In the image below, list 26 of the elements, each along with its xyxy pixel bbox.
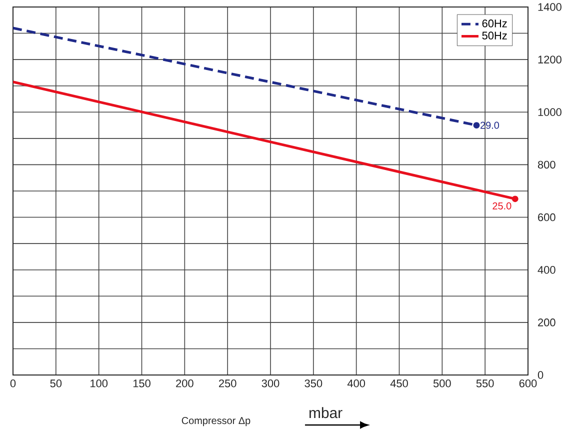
x-tick-label: 350 [304, 380, 322, 388]
x-tick-label: 550 [476, 380, 494, 388]
x-tick-label: 150 [133, 380, 150, 388]
annotation: 25.0 [492, 202, 512, 210]
y-tick-label: 1400 [538, 3, 562, 11]
legend-label: 60Hz [482, 20, 507, 28]
y-tick-label: 1200 [538, 56, 562, 64]
x-tick-label: 400 [347, 380, 366, 388]
y-tick-label: 200 [538, 318, 556, 326]
x-tick-label: 300 [262, 380, 280, 388]
x-tick-label: 600 [519, 380, 537, 388]
y-tick-label: 1000 [538, 108, 562, 116]
x-tick-label: 500 [433, 380, 451, 388]
legend-label: 50Hz [482, 32, 507, 40]
x-tick-label: 100 [90, 380, 108, 388]
y-tick-label: 400 [538, 266, 556, 274]
y-tick-label: 800 [538, 160, 556, 169]
y-tick-label: 600 [538, 213, 556, 222]
y-tick-label: 0 [538, 371, 544, 379]
x-tick-label: 0 [10, 380, 16, 388]
x-tick-label: 50 [50, 380, 62, 388]
x-tick-label: 200 [176, 380, 194, 388]
text: mbar [310, 407, 342, 418]
x-tick-label: 250 [218, 380, 236, 388]
x-axis-title: Compressor Δp [182, 417, 250, 426]
x-tick-label: 450 [390, 380, 408, 388]
